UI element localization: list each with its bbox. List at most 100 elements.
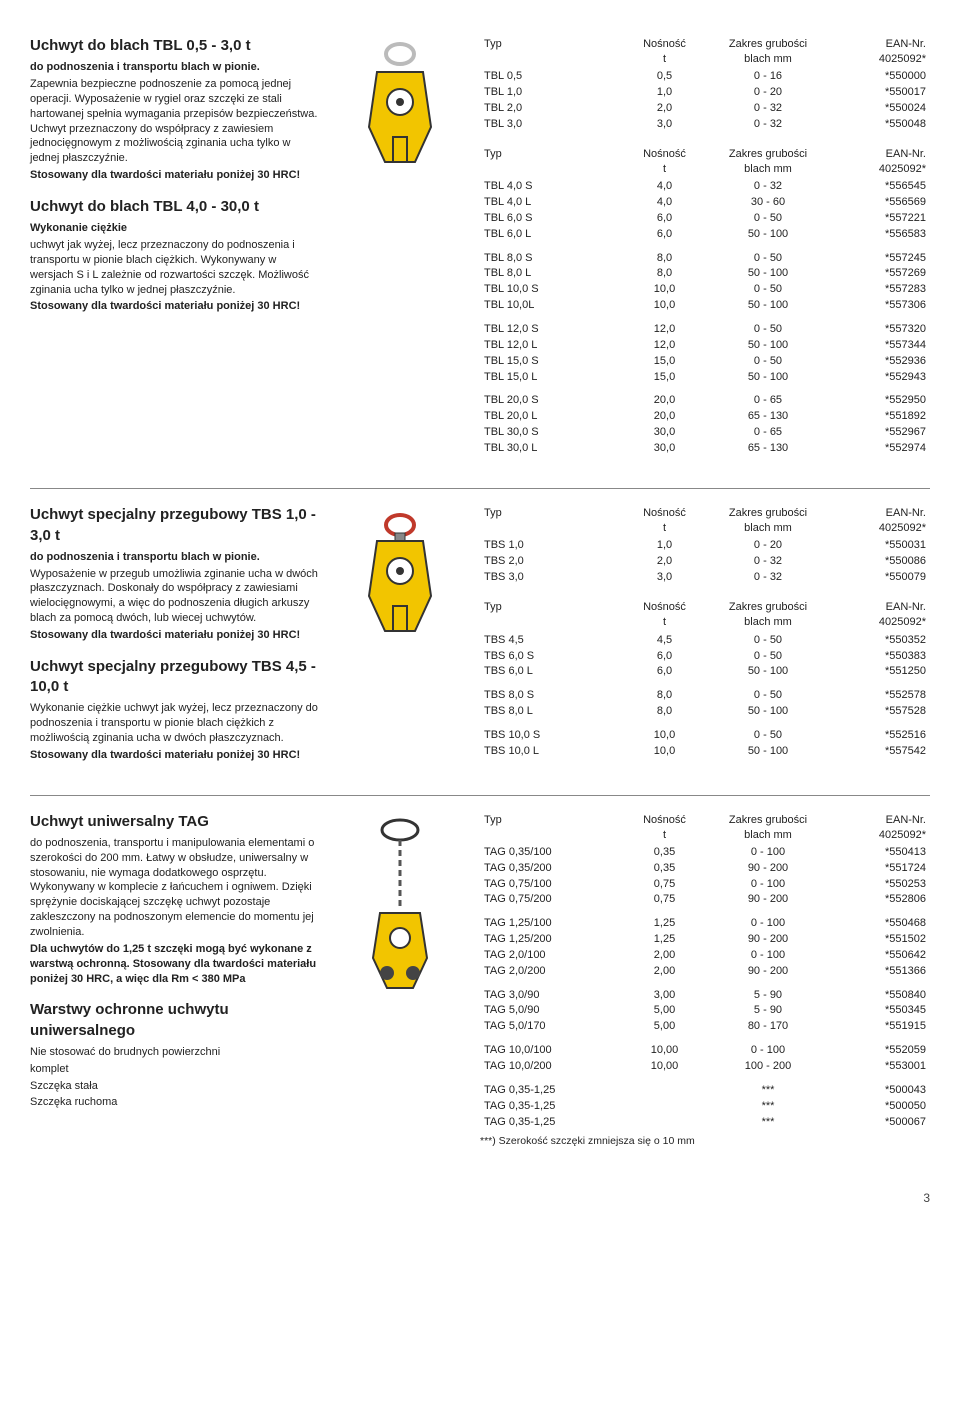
cell-zak: 0 - 100 [705, 947, 831, 963]
cell-ean: *550352 [831, 632, 930, 648]
table-row: TBL 15,0 L 15,0 50 - 100 *552943 [480, 369, 930, 385]
col-ean: EAN-Nr.4025092* [831, 146, 930, 179]
cell-nos: 20,0 [624, 409, 705, 425]
cell-typ: TBS 10,0 S [480, 727, 624, 743]
clamp-chain-icon [355, 818, 445, 998]
cell-nos: 8,0 [624, 250, 705, 266]
col-zakres: Zakres grubościblach mm [705, 36, 831, 69]
cell-nos: 0,75 [624, 876, 705, 892]
block-title: Warstwy ochronne uchwytu uniwersalnego [30, 1000, 320, 1041]
cell-zak: 90 - 200 [705, 892, 831, 908]
cell-ean: *550031 [831, 538, 930, 554]
cell-nos: 2,00 [624, 963, 705, 979]
block-title: Uchwyt do blach TBL 0,5 - 3,0 t [30, 36, 320, 56]
list-item: komplet [30, 1062, 320, 1077]
cell-ean: *556545 [831, 179, 930, 195]
cell-typ: TBL 2,0 [480, 100, 624, 116]
table-row: TBS 8,0 S 8,0 0 - 50 *552578 [480, 688, 930, 704]
cell-zak: *** [705, 1082, 831, 1098]
cell-typ: TBS 6,0 L [480, 664, 624, 680]
cell-nos: 10,0 [624, 298, 705, 314]
image-column [340, 812, 460, 1162]
cell-typ: TBL 15,0 S [480, 353, 624, 369]
block-sub: do podnoszenia i transportu blach w pion… [30, 60, 320, 75]
image-column [340, 36, 460, 470]
cell-typ: TBS 2,0 [480, 554, 624, 570]
cell-zak: 0 - 100 [705, 1043, 831, 1059]
cell-ean: *556583 [831, 226, 930, 242]
table-row: TBS 10,0 L 10,0 50 - 100 *557542 [480, 743, 930, 759]
table-row: TAG 5,0/170 5,00 80 - 170 *551915 [480, 1019, 930, 1035]
cell-ean: *551250 [831, 664, 930, 680]
cell-ean: *500067 [831, 1114, 930, 1130]
cell-nos: 0,75 [624, 892, 705, 908]
table-row: TBL 30,0 S 30,0 0 - 65 *552967 [480, 425, 930, 441]
data-table: Typ Nośnośćt Zakres grubościblach mm EAN… [480, 36, 930, 132]
cell-typ: TBL 6,0 L [480, 226, 624, 242]
cell-typ: TBL 4,0 L [480, 195, 624, 211]
cell-zak: 100 - 200 [705, 1059, 831, 1075]
table-row: TBL 4,0 L 4,0 30 - 60 *556569 [480, 195, 930, 211]
block-title: Uchwyt specjalny przegubowy TBS 1,0 - 3,… [30, 505, 320, 546]
cell-ean: *552974 [831, 440, 930, 456]
table-row: TBL 2,0 2,0 0 - 32 *550024 [480, 100, 930, 116]
col-zakres: Zakres grubościblach mm [705, 599, 831, 632]
cell-typ: TAG 2,0/200 [480, 963, 624, 979]
block-bold: Stosowany dla twardości materiału poniże… [30, 748, 320, 763]
page-number: 3 [30, 1190, 930, 1206]
table-row: TBS 6,0 S 6,0 0 - 50 *550383 [480, 648, 930, 664]
section-tag: Uchwyt uniwersalny TAGdo podnoszenia, tr… [30, 796, 930, 1180]
cell-nos: 10,00 [624, 1043, 705, 1059]
list-item: Szczęka ruchoma [30, 1095, 320, 1110]
cell-nos: 6,0 [624, 226, 705, 242]
block-bold: Stosowany dla twardości materiału poniże… [30, 628, 320, 643]
cell-ean: *550840 [831, 987, 930, 1003]
cell-zak: 0 - 65 [705, 393, 831, 409]
table-row: TBS 3,0 3,0 0 - 32 *550079 [480, 570, 930, 586]
cell-ean: *552943 [831, 369, 930, 385]
cell-ean: *551915 [831, 1019, 930, 1035]
table-row: TAG 0,35/100 0,35 0 - 100 *550413 [480, 844, 930, 860]
col-zakres: Zakres grubościblach mm [705, 812, 831, 845]
cell-zak: 0 - 50 [705, 632, 831, 648]
cell-zak: 0 - 32 [705, 570, 831, 586]
cell-zak: 80 - 170 [705, 1019, 831, 1035]
left-column: Uchwyt uniwersalny TAGdo podnoszenia, tr… [30, 812, 320, 1162]
cell-typ: TAG 1,25/200 [480, 932, 624, 948]
table-row: TAG 10,0/100 10,00 0 - 100 *552059 [480, 1043, 930, 1059]
cell-nos: 2,0 [624, 554, 705, 570]
cell-zak: 0 - 50 [705, 353, 831, 369]
cell-zak: 0 - 50 [705, 322, 831, 338]
cell-zak: 0 - 50 [705, 688, 831, 704]
cell-typ: TAG 10,0/200 [480, 1059, 624, 1075]
block-body: Nie stosować do brudnych powierzchni [30, 1045, 320, 1060]
block-title: Uchwyt do blach TBL 4,0 - 30,0 t [30, 197, 320, 217]
cell-zak: 90 - 200 [705, 932, 831, 948]
cell-nos: 5,00 [624, 1003, 705, 1019]
col-ean: EAN-Nr.4025092* [831, 599, 930, 632]
cell-nos: 1,25 [624, 932, 705, 948]
cell-ean: *552059 [831, 1043, 930, 1059]
col-nosnosc: Nośnośćt [624, 505, 705, 538]
cell-typ: TAG 3,0/90 [480, 987, 624, 1003]
data-table: Typ Nośnośćt Zakres grubościblach mm EAN… [480, 812, 930, 1130]
table-row: TBS 1,0 1,0 0 - 20 *550031 [480, 538, 930, 554]
cell-ean: *552950 [831, 393, 930, 409]
cell-nos: 6,0 [624, 210, 705, 226]
table-row: TBL 15,0 S 15,0 0 - 50 *552936 [480, 353, 930, 369]
cell-zak: 65 - 130 [705, 409, 831, 425]
cell-zak: 0 - 50 [705, 282, 831, 298]
table-row: TAG 3,0/90 3,00 5 - 90 *550840 [480, 987, 930, 1003]
cell-ean: *557542 [831, 743, 930, 759]
cell-ean: *550024 [831, 100, 930, 116]
cell-zak: 0 - 32 [705, 116, 831, 132]
section-tbs: Uchwyt specjalny przegubowy TBS 1,0 - 3,… [30, 489, 930, 795]
col-zakres: Zakres grubościblach mm [705, 146, 831, 179]
cell-nos: 0,5 [624, 69, 705, 85]
table-row: TBL 20,0 S 20,0 0 - 65 *552950 [480, 393, 930, 409]
cell-ean: *557306 [831, 298, 930, 314]
table-row: TAG 0,75/100 0,75 0 - 100 *550253 [480, 876, 930, 892]
cell-ean: *557528 [831, 704, 930, 720]
cell-typ: TAG 0,75/200 [480, 892, 624, 908]
cell-nos: 1,0 [624, 538, 705, 554]
